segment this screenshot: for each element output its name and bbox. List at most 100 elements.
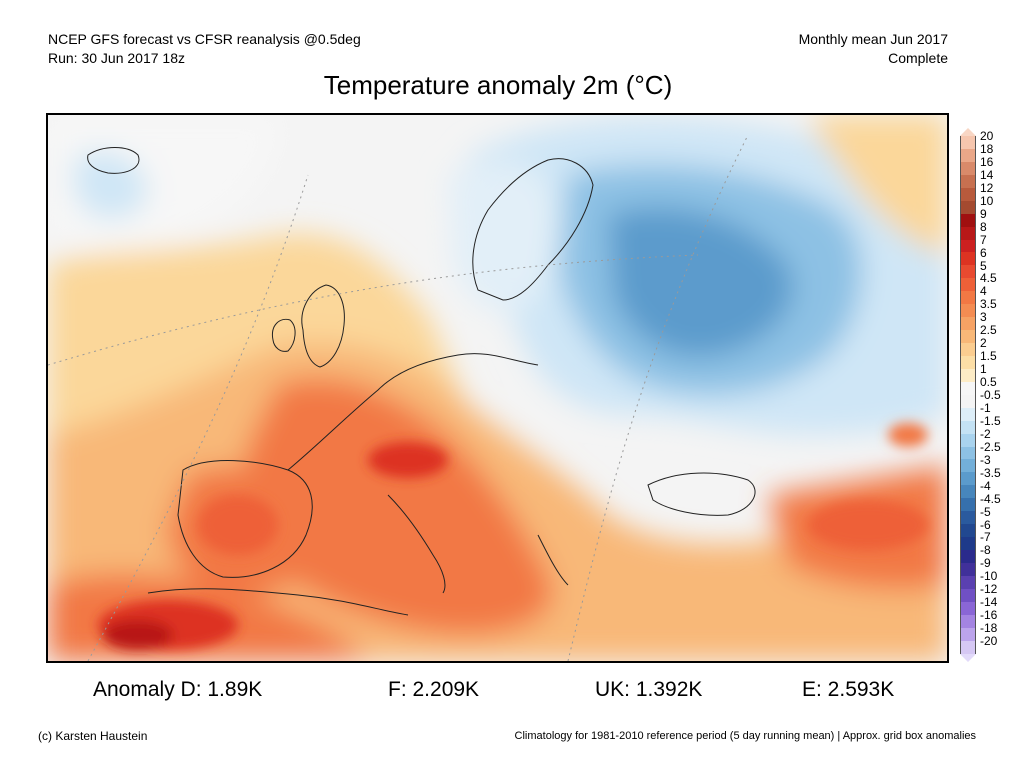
legend-label: -3 [980, 452, 991, 467]
hotspot-caspian [888, 423, 928, 447]
hotspot-morocco-core [103, 620, 173, 650]
iceland-coast [87, 147, 140, 174]
greece-coast [537, 534, 569, 586]
legend-swatch [960, 588, 976, 602]
legend-swatch [960, 524, 976, 538]
legend-label: 0.5 [980, 375, 997, 390]
legend-label: 4.5 [980, 271, 997, 286]
legend-label: -10 [980, 569, 998, 584]
legend-label: 5 [980, 258, 987, 273]
legend-swatch [960, 200, 976, 214]
legend-swatch [960, 575, 976, 589]
legend-swatch [960, 265, 976, 279]
graticule [48, 134, 749, 661]
hotspot-alps [368, 442, 448, 478]
legend-swatch [960, 433, 976, 447]
anomaly-map-graphic [48, 115, 947, 661]
legend-label: 2.5 [980, 323, 997, 338]
europe-coast [287, 353, 539, 471]
cold-northwest-field [73, 151, 148, 219]
legend-label: -5 [980, 504, 991, 519]
legend-swatch [960, 601, 976, 615]
legend-label: 4 [980, 284, 987, 299]
header-right: Monthly mean Jun 2017 Complete [799, 30, 948, 68]
legend-label: -3.5 [980, 465, 1001, 480]
legend-swatch [960, 627, 976, 641]
cold-center-field [608, 207, 794, 357]
north-africa-coast [147, 588, 409, 616]
legend-label: -6 [980, 517, 991, 532]
legend-swatch [960, 614, 976, 628]
legend-label: 20 [980, 129, 994, 143]
legend-swatch [960, 148, 976, 162]
legend-label: -1 [980, 400, 991, 415]
legend-swatch [960, 174, 976, 188]
climatology-note: Climatology for 1981-2010 reference peri… [514, 730, 976, 742]
legend-label: -20 [980, 634, 998, 649]
color-scale-bar [960, 128, 976, 662]
legend-label: 14 [980, 167, 994, 182]
legend-label: -4.5 [980, 491, 1001, 506]
legend-swatch [960, 343, 976, 356]
legend-label: 7 [980, 232, 987, 247]
legend-label: -0.5 [980, 388, 1001, 402]
legend-label: 12 [980, 180, 994, 195]
graticule-line [48, 254, 699, 366]
anomaly-france: F: 2.209K [388, 678, 480, 701]
credit-text: (c) Karsten Haustein [38, 729, 148, 743]
header-left: NCEP GFS forecast vs CFSR reanalysis @0.… [48, 30, 361, 68]
uk-coast [301, 284, 345, 368]
legend-bottom-arrow [960, 653, 976, 662]
map-title: Temperature anomaly 2m (°C) [323, 70, 673, 100]
legend-swatch [960, 550, 976, 563]
legend-label: -14 [980, 595, 998, 610]
legend-label: 3 [980, 310, 987, 325]
hotspot-turkey [808, 500, 928, 550]
run-time-text: Run: 30 Jun 2017 18z [48, 50, 185, 66]
anomaly-spain: E: 2.593K [802, 678, 895, 701]
legend-label: 2 [980, 336, 987, 351]
legend-swatch [960, 420, 976, 434]
legend-swatch [960, 252, 976, 266]
legend-swatch [960, 304, 976, 318]
anomaly-map [46, 113, 949, 663]
iberia-coast [177, 460, 313, 578]
legend-top-arrow [960, 128, 976, 136]
legend-swatch [960, 161, 976, 175]
legend-swatch [960, 368, 976, 382]
italy-coast [387, 494, 446, 594]
legend-swatch [960, 187, 976, 201]
legend-label: 1 [980, 362, 987, 377]
model-source-text: NCEP GFS forecast vs CFSR reanalysis @0.… [48, 31, 361, 47]
anomaly-hotspots [98, 423, 928, 650]
legend-swatch [960, 355, 976, 369]
legend-label: 1.5 [980, 349, 997, 364]
legend-label: 6 [980, 245, 987, 260]
legend-label: -18 [980, 621, 998, 636]
legend-label: 16 [980, 154, 994, 169]
legend-label: 10 [980, 193, 994, 208]
legend-label: -12 [980, 582, 998, 597]
legend-label: -9 [980, 556, 991, 571]
legend-swatch [960, 330, 976, 343]
legend-swatch [960, 472, 976, 486]
legend-swatch [960, 136, 976, 149]
ireland-coast [271, 318, 296, 352]
legend-swatches [960, 136, 976, 654]
legend-swatch [960, 213, 976, 227]
legend-swatch [960, 381, 976, 395]
scandinavia-coast [472, 158, 594, 301]
legend-swatch [960, 394, 976, 408]
legend-swatch [960, 226, 976, 240]
legend-label: 9 [980, 206, 987, 221]
period-text: Monthly mean Jun 2017 [798, 31, 948, 47]
legend-swatch [960, 239, 976, 253]
scandinavia-field [448, 161, 559, 313]
legend-swatch [960, 317, 976, 331]
legend-label: -7 [980, 530, 991, 545]
black-sea-coast [647, 472, 756, 516]
legend-swatch [960, 511, 976, 525]
legend-label: 8 [980, 219, 987, 234]
legend-label: -1.5 [980, 413, 1001, 428]
legend-swatch [960, 498, 976, 512]
